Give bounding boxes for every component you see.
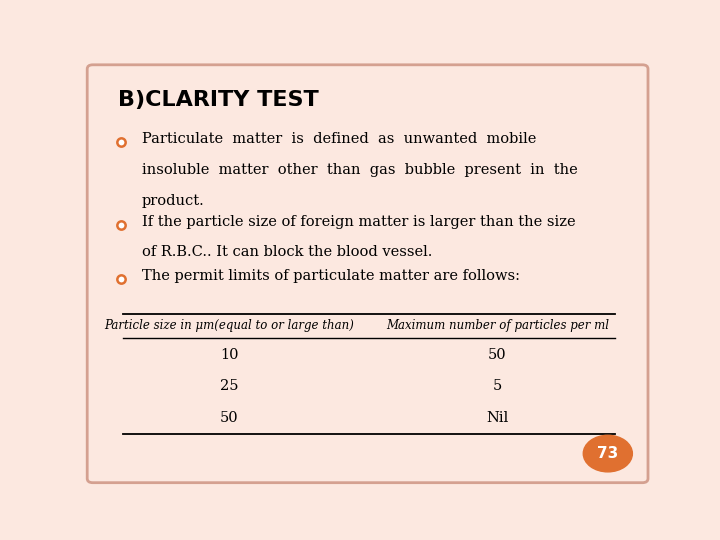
Text: 10: 10 (220, 348, 239, 362)
Text: 5: 5 (492, 379, 502, 393)
Text: B)CLARITY TEST: B)CLARITY TEST (118, 90, 319, 110)
Text: 50: 50 (488, 348, 507, 362)
Text: of R.B.C.. It can block the blood vessel.: of R.B.C.. It can block the blood vessel… (142, 245, 432, 259)
Text: 73: 73 (597, 446, 618, 461)
Circle shape (583, 435, 632, 472)
Text: Nil: Nil (486, 410, 508, 424)
Text: product.: product. (142, 194, 204, 208)
Text: 50: 50 (220, 410, 239, 424)
Text: 25: 25 (220, 379, 239, 393)
FancyBboxPatch shape (87, 65, 648, 483)
Text: Particulate  matter  is  defined  as  unwanted  mobile: Particulate matter is defined as unwante… (142, 132, 536, 146)
Text: The permit limits of particulate matter are follows:: The permit limits of particulate matter … (142, 269, 520, 284)
Text: Particle size in μm(equal to or large than): Particle size in μm(equal to or large th… (104, 319, 354, 332)
Text: If the particle size of foreign matter is larger than the size: If the particle size of foreign matter i… (142, 215, 575, 230)
Text: insoluble  matter  other  than  gas  bubble  present  in  the: insoluble matter other than gas bubble p… (142, 163, 577, 177)
Text: Maximum number of particles per ml: Maximum number of particles per ml (386, 319, 609, 332)
